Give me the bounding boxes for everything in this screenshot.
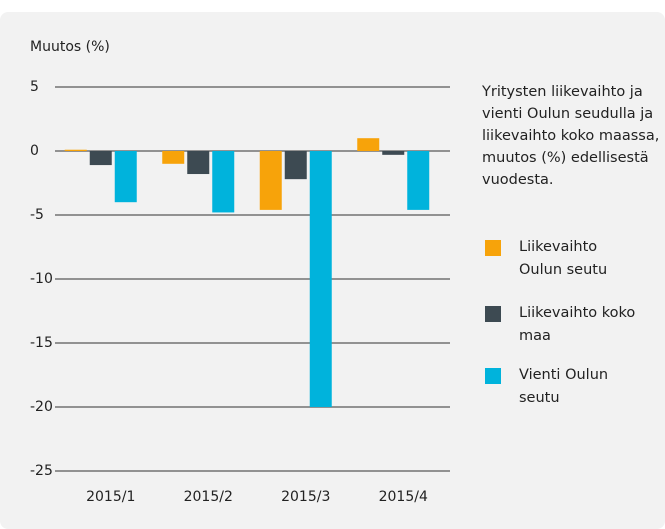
legend-label: Liikevaihto koko maa [519, 305, 636, 344]
bar [64, 149, 87, 151]
x-tick-label: 2015/1 [86, 489, 135, 505]
y-tick-label: -5 [30, 207, 44, 223]
x-tick-label: 2015/2 [184, 489, 233, 505]
y-tick-label: 0 [30, 143, 39, 159]
bar [187, 151, 210, 175]
legend-label: Liikevaihto Oulun seutu [519, 239, 608, 278]
bar [89, 151, 112, 166]
legend-label: Vienti Oulun seutu [519, 367, 609, 406]
bar [114, 151, 137, 203]
y-tick-label: -25 [30, 463, 53, 479]
y-tick-label: -20 [30, 399, 53, 415]
legend-item: Liikevaihto Oulun seutu [485, 236, 660, 282]
bar [259, 151, 282, 210]
bar [309, 151, 332, 407]
bar [212, 151, 235, 213]
legend-swatch [485, 368, 501, 384]
bar [284, 151, 307, 180]
legend-swatch [485, 240, 501, 256]
y-tick-label: 5 [30, 79, 39, 95]
bar [357, 138, 380, 151]
x-tick-label: 2015/4 [379, 489, 428, 505]
y-tick-label: -15 [30, 335, 53, 351]
y-tick-label: -10 [30, 271, 53, 287]
x-tick-label: 2015/3 [281, 489, 330, 505]
legend-item: Liikevaihto koko maa [485, 302, 660, 348]
bar [407, 151, 430, 210]
legend-item: Vienti Oulun seutu [485, 364, 660, 410]
legend-swatch [485, 306, 501, 322]
bar [162, 151, 185, 164]
panel [0, 12, 665, 529]
bar [382, 151, 405, 155]
y-axis-label: Muutos (%) [30, 39, 110, 55]
subtitle: Yritysten liikevaihto ja vienti Oulun se… [482, 84, 660, 188]
